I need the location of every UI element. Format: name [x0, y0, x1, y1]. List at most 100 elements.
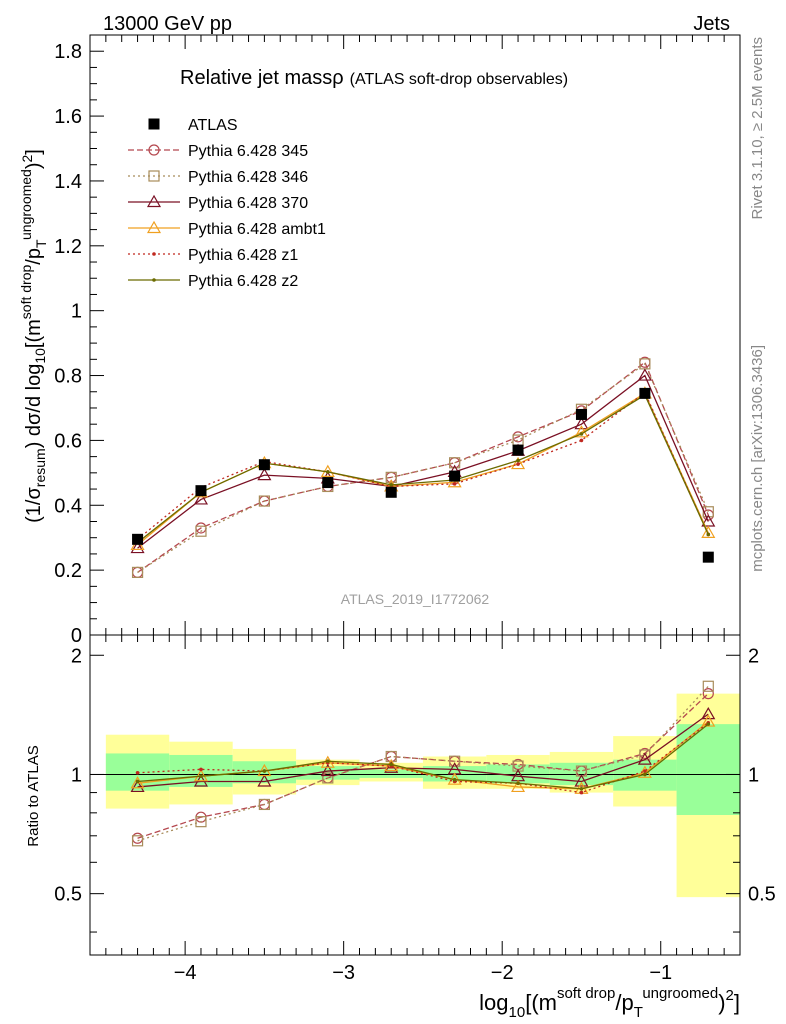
- watermark: ATLAS_2019_I1772062: [341, 591, 490, 607]
- data-point: [385, 486, 397, 498]
- ratio-point: [516, 781, 520, 786]
- legend-marker: [148, 170, 160, 182]
- ratio-point: [130, 779, 145, 793]
- legend-marker: [148, 118, 160, 130]
- ratio-point: [643, 769, 647, 773]
- ratio-point: [131, 835, 144, 847]
- series-point: [701, 525, 716, 538]
- data-point: [512, 444, 524, 456]
- series-line: [137, 362, 709, 573]
- x-tick-label: −4: [174, 962, 197, 984]
- y-tick-label: 0.8: [54, 366, 82, 388]
- ratio-point: [702, 688, 714, 700]
- ratio-point: [511, 779, 526, 793]
- series-point: [130, 540, 145, 554]
- main-panel: 0 0.2 0.4 0.6 0.8 1 1.2 1.4 1.6 1.8 Relative jet …: [18, 34, 741, 647]
- series-point: [579, 432, 584, 436]
- header-right: Jets: [693, 13, 730, 35]
- ratio-panel: 0.5 0.5 1 1 2 2 −4 −3 −2 −1 Ratio to ATLAS: [25, 634, 776, 984]
- x-tick-label: −2: [491, 962, 514, 984]
- y-tick-label: 1.2: [54, 236, 82, 258]
- x-tick-label: −1: [649, 962, 672, 984]
- ratio-tick-label-right: 1: [748, 764, 759, 786]
- legend-marker: [146, 220, 162, 234]
- ratio-point: [452, 777, 457, 782]
- legend-label: Pythia 6.428 z2: [188, 273, 298, 290]
- series-point: [258, 495, 270, 507]
- ratio-point: [135, 770, 140, 775]
- series-point: [449, 457, 461, 469]
- ratio-tick-label: 0.5: [54, 884, 82, 906]
- ratio-point: [199, 767, 203, 772]
- ratio-point: [258, 798, 270, 811]
- ratio-point: [135, 779, 140, 784]
- data-point: [575, 408, 587, 420]
- y-tick-label: 0: [71, 625, 82, 647]
- y-axis-label: (1/σresum) dσ/d log10[(msoft drop/pTungr…: [18, 149, 49, 523]
- legend-marker: [148, 144, 160, 156]
- series-line: [137, 391, 709, 540]
- legend-label: Pythia 6.428 ambt1: [188, 221, 326, 238]
- ratio-band-inner: [676, 724, 740, 815]
- data-point: [195, 485, 207, 497]
- series-point: [579, 438, 584, 443]
- legend-label: Pythia 6.428 z1: [188, 247, 298, 264]
- ratio-point: [195, 816, 207, 828]
- series-point: [195, 525, 207, 537]
- legend-marker: [152, 252, 156, 256]
- ratio-line: [137, 723, 709, 790]
- series-point: [193, 492, 209, 505]
- series-point: [637, 368, 652, 381]
- ratio-point: [130, 776, 145, 789]
- header-left: 13000 GeV pp: [103, 13, 232, 35]
- ratio-point: [257, 774, 272, 787]
- chart-title: Relative jet massρ (ATLAS soft-drop obser…: [180, 67, 568, 89]
- ratio-band-inner: [486, 764, 550, 784]
- y-tick-label: 0.2: [54, 560, 82, 582]
- series-line: [137, 374, 709, 549]
- ratio-tick-label-right: 0.5: [748, 884, 776, 906]
- data-point: [322, 477, 334, 489]
- ratio-point: [199, 774, 203, 778]
- data-point: [639, 387, 651, 399]
- ratio-point: [320, 763, 335, 777]
- ratio-point: [326, 759, 330, 764]
- x-tick-label: −3: [332, 962, 355, 984]
- series-line: [137, 361, 709, 573]
- data-point: [702, 551, 714, 563]
- ratio-tick-label: 1: [71, 764, 82, 786]
- ratio-frame: [89, 634, 741, 956]
- ratio-point: [449, 755, 461, 767]
- ratio-point: [574, 774, 589, 787]
- series-point: [574, 416, 589, 430]
- series-line: [137, 394, 709, 544]
- y-tick-label: 1.8: [54, 41, 82, 63]
- ratio-point: [389, 762, 394, 767]
- series-point: [257, 467, 272, 481]
- series-point: [516, 462, 520, 466]
- y-tick-label: 1.4: [54, 171, 82, 193]
- y-tick-label: 1.6: [54, 106, 82, 128]
- ratio-band-inner: [359, 769, 423, 778]
- ratio-point: [322, 772, 334, 784]
- legend-marker: [152, 278, 156, 282]
- mcplots-label: mcplots.cern.ch [arXiv:1306.3436]: [749, 345, 766, 572]
- series-point: [702, 506, 714, 518]
- ratio-point: [706, 722, 711, 726]
- legend-label: Pythia 6.428 345: [188, 143, 308, 160]
- ratio-point: [637, 752, 652, 765]
- series-point: [706, 532, 711, 537]
- series-line: [137, 392, 709, 546]
- x-axis-label: log10[(msoft drop/pTungroomed)2]: [479, 985, 740, 1021]
- data-point: [449, 470, 461, 482]
- ratio-point: [702, 680, 714, 692]
- series-point: [131, 566, 144, 579]
- data-point: [132, 533, 144, 545]
- series-point: [452, 482, 457, 486]
- y-tick-label: 0.6: [54, 430, 82, 452]
- ratio-point: [701, 714, 716, 727]
- ratio-y-label: Ratio to ATLAS: [25, 745, 42, 846]
- y-tick-label: 0.4: [54, 495, 82, 517]
- ratio-point: [579, 786, 584, 791]
